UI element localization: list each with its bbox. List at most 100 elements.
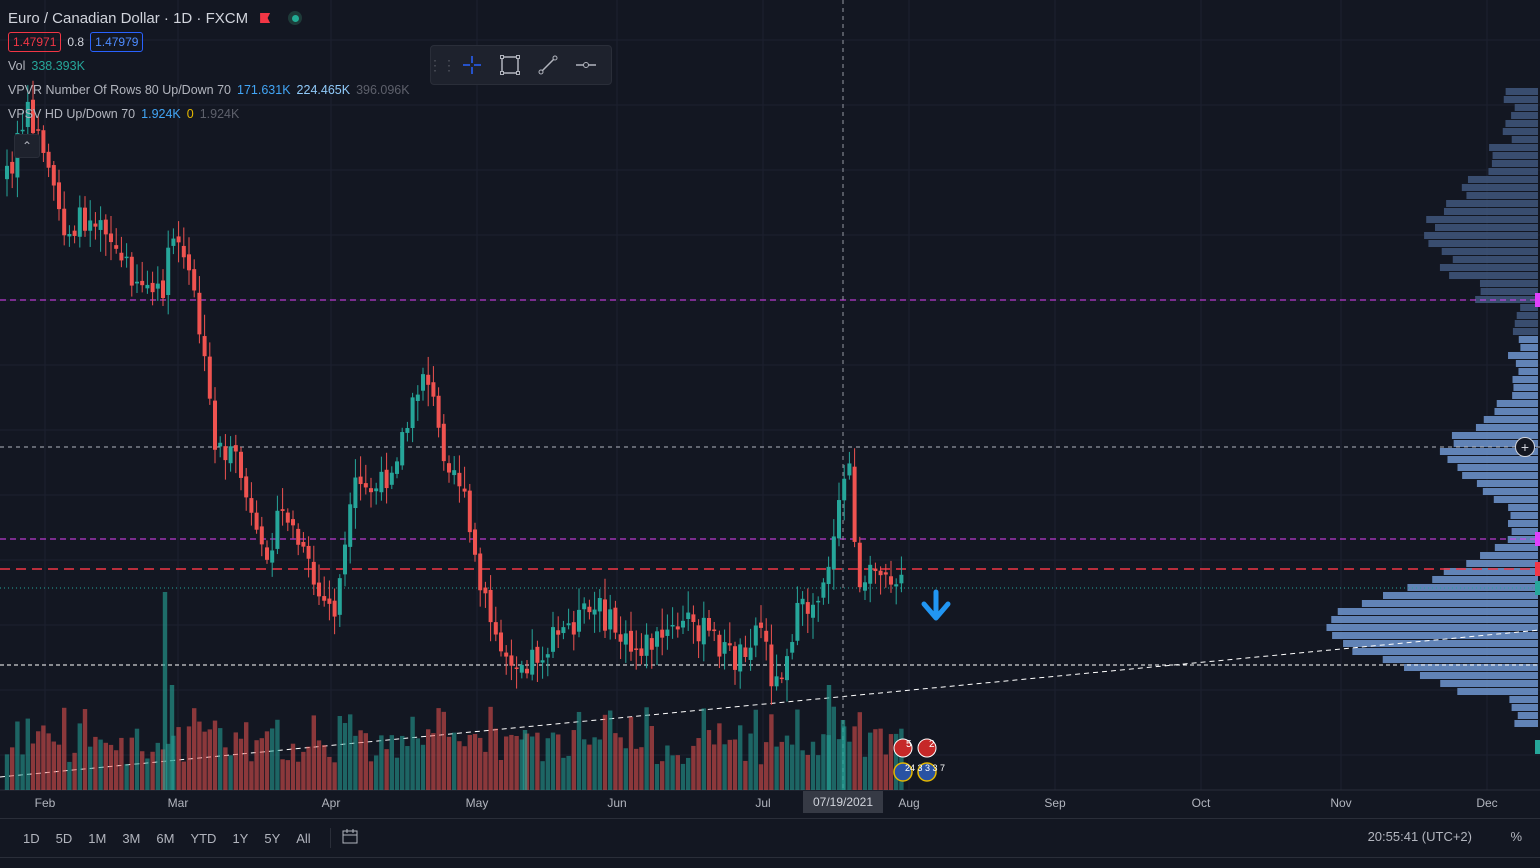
trend-line-tool-button[interactable]: [529, 49, 567, 81]
clock-timezone[interactable]: 20:55:41 (UTC+2): [1367, 829, 1472, 844]
candle-body: [675, 626, 680, 630]
range-1d-button[interactable]: 1D: [23, 830, 40, 846]
candle-body: [348, 504, 353, 547]
crosshair-tool-button[interactable]: [453, 49, 491, 81]
volume-bar: [228, 755, 233, 790]
symbol-title[interactable]: Euro / Canadian Dollar · 1D · FXCM: [8, 9, 249, 27]
candle-body: [587, 606, 592, 613]
drag-handle-icon[interactable]: ⋮⋮: [428, 56, 456, 73]
price-marker: [1535, 293, 1540, 307]
candle-body: [254, 512, 259, 530]
volume-bar: [431, 733, 436, 790]
range-1y-button[interactable]: 1Y: [232, 830, 249, 846]
volume-bar: [540, 761, 545, 790]
volume-bar: [706, 730, 712, 790]
volume-bar: [602, 714, 608, 790]
volume-profile-bar: [1331, 616, 1538, 623]
volume-bar: [405, 746, 410, 790]
candle-body: [233, 445, 238, 452]
volume-profile-bar: [1511, 136, 1538, 143]
volume-profile-bar: [1337, 608, 1538, 615]
volume-profile-bar: [1426, 216, 1538, 223]
vpsv-indicator-name[interactable]: VPSV HD Up/Down 70: [8, 107, 136, 121]
candle-body: [249, 498, 254, 513]
range-1m-button[interactable]: 1M: [88, 830, 107, 846]
volume-profile-bar: [1434, 224, 1538, 231]
range-5y-button[interactable]: 5Y: [264, 830, 281, 846]
percent-scale-toggle[interactable]: %: [1510, 829, 1522, 844]
candle-body: [774, 676, 779, 687]
candle-body: [499, 632, 503, 652]
volume-bar: [883, 754, 888, 790]
volume-bar: [862, 756, 868, 790]
volume-bar: [868, 732, 873, 790]
chart-legend: Euro / Canadian Dollar · 1D · FXCM 1.479…: [8, 6, 410, 126]
volume-profile-bar: [1494, 408, 1538, 415]
horizontal-ray-tool-button[interactable]: [567, 49, 605, 81]
candle-body: [259, 526, 264, 545]
collapse-legend-button[interactable]: ⌃: [14, 134, 40, 158]
volume-bar: [498, 760, 504, 790]
volume-profile-bar: [1480, 552, 1538, 559]
volume-bar: [446, 736, 452, 790]
candle-body: [707, 618, 711, 631]
range-all-button[interactable]: All: [296, 830, 311, 846]
volume-indicator-name[interactable]: Vol: [8, 59, 26, 73]
sell-price-button[interactable]: 1.47971: [8, 32, 62, 52]
vpvr-indicator-name[interactable]: VPVR Number Of Rows 80 Up/Down 70: [8, 83, 232, 97]
volume-profile-bar: [1467, 176, 1538, 183]
crosshair-icon: [463, 56, 481, 74]
market-status-icon[interactable]: [288, 11, 303, 25]
candle-body: [124, 256, 129, 259]
volume-bar: [233, 732, 238, 790]
candle-body: [894, 584, 899, 587]
horizontal-ray-icon: [576, 62, 596, 68]
candle-body: [696, 625, 701, 642]
rectangle-tool-button[interactable]: [491, 49, 529, 81]
candle-body: [826, 566, 831, 585]
candle-body: [545, 654, 550, 658]
candle-body: [717, 634, 722, 657]
volume-profile-bar: [1382, 656, 1538, 663]
flag-icon[interactable]: [260, 13, 271, 23]
volume-bar: [753, 709, 758, 790]
candle-body: [379, 471, 384, 493]
candle-body: [551, 627, 555, 652]
volume-bar: [103, 742, 108, 790]
candle-body: [46, 151, 51, 168]
candle-body: [223, 446, 228, 461]
volume-bar: [10, 747, 15, 790]
range-5d-button[interactable]: 5D: [55, 830, 73, 846]
volume-bar: [30, 743, 36, 790]
volume-bar: [764, 742, 769, 790]
range-ytd-button[interactable]: YTD: [190, 830, 217, 846]
candle-body: [530, 649, 535, 675]
event-flag-icon: [893, 738, 913, 758]
volume-profile-bar: [1383, 592, 1538, 599]
volume-profile-bar: [1441, 248, 1538, 255]
volume-bar: [472, 733, 478, 790]
price-chart[interactable]: 5 2 24 3 3 3 7: [0, 0, 1540, 818]
volume-bar: [129, 737, 134, 790]
volume-bar: [20, 754, 25, 790]
buy-price-button[interactable]: 1.47979: [90, 32, 144, 52]
candle-body: [577, 609, 581, 632]
candle-body: [701, 617, 706, 645]
volume-bar: [769, 714, 774, 790]
volume-bar: [493, 728, 498, 790]
candle-body: [483, 587, 488, 594]
range-3m-button[interactable]: 3M: [122, 830, 141, 846]
volume-profile-bar: [1428, 240, 1538, 247]
volume-bar: [114, 750, 119, 790]
candle-body: [213, 400, 217, 450]
go-to-date-button[interactable]: [341, 828, 359, 849]
candle-body: [311, 561, 316, 585]
volume-bar: [779, 741, 784, 790]
add-alert-crosshair-button[interactable]: +: [1515, 437, 1535, 457]
candle-body: [119, 252, 124, 261]
volume-profile-bar: [1483, 416, 1538, 423]
range-6m-button[interactable]: 6M: [156, 830, 175, 846]
candle-body: [202, 336, 207, 357]
vpsv-total-value: 1.924K: [199, 107, 240, 121]
volume-bar: [535, 732, 540, 790]
